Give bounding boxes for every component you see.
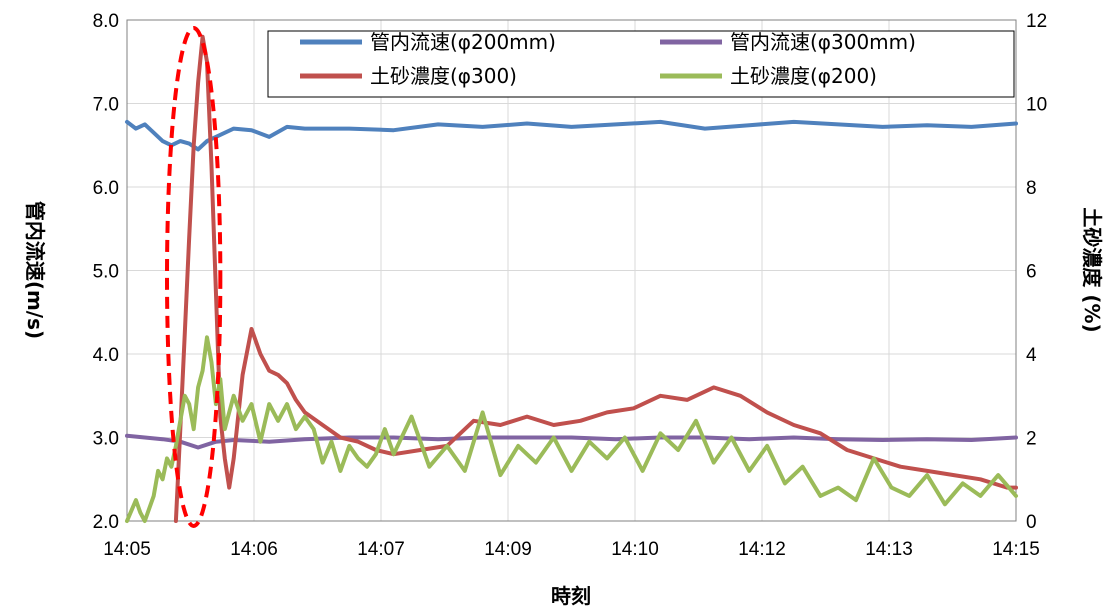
x-axis-tick-label: 14:12 [738, 539, 786, 560]
left-axis-tick-label: 4.0 [93, 345, 119, 366]
right-axis-tick-label: 10 [1026, 95, 1047, 116]
right-axis-tick-label: 6 [1026, 262, 1037, 283]
series-lines [125, 34, 1018, 523]
x-axis-tick-label: 14:09 [484, 539, 532, 560]
left-axis-title: 管内流速(m/s) [23, 201, 47, 339]
x-axis-tick-label: 14:15 [992, 539, 1040, 560]
plot-area [126, 19, 1017, 522]
highlight-ellipse [165, 26, 223, 528]
left-axis-ticks: 2.0 3.0 4.0 5.0 6.0 7.0 8.0 [93, 11, 119, 533]
right-axis-tick-label: 2 [1026, 429, 1037, 450]
legend-box [267, 30, 1015, 98]
legend: 管内流速(φ200mm) 管内流速(φ300mm) 土砂濃度(φ300) 土砂濃… [267, 30, 1015, 98]
legend-label-phi200-concentration: 土砂濃度(φ200) [730, 64, 877, 88]
x-axis-ticks: 14:05 14:06 14:07 14:09 14:10 14:12 14:13 14:15 [103, 539, 1040, 560]
left-axis-tick-label: 7.0 [93, 95, 119, 116]
legend-label-phi300-velocity: 管内流速(φ300mm) [730, 30, 916, 54]
legend-label-phi200-velocity: 管内流速(φ200mm) [370, 30, 556, 54]
x-axis-tick-label: 14:13 [865, 539, 913, 560]
left-axis-tick-label: 2.0 [93, 512, 119, 533]
left-axis-tick-label: 3.0 [93, 429, 119, 450]
left-axis-tick-label: 8.0 [93, 11, 119, 32]
right-axis-title: 土砂濃度 (%) [1080, 207, 1104, 332]
right-axis-ticks: 0 2 4 6 8 10 12 [1026, 11, 1047, 533]
series-line [125, 433, 1018, 450]
x-axis-tick-label: 14:07 [357, 539, 405, 560]
x-axis-tick-label: 14:05 [103, 539, 151, 560]
series-line [125, 335, 1018, 523]
right-axis-tick-label: 0 [1026, 512, 1037, 533]
right-axis-tick-label: 12 [1026, 11, 1047, 32]
legend-label-phi300-concentration: 土砂濃度(φ300) [370, 64, 517, 88]
series-line [125, 119, 1018, 152]
left-axis-tick-label: 5.0 [93, 262, 119, 283]
x-axis-tick-label: 14:10 [611, 539, 659, 560]
x-axis-tick-label: 14:06 [230, 539, 278, 560]
x-axis-title: 時刻 [551, 584, 591, 608]
left-axis-tick-label: 6.0 [93, 178, 119, 199]
right-axis-tick-label: 4 [1026, 345, 1037, 366]
right-axis-tick-label: 8 [1026, 178, 1037, 199]
highlight-ellipse-shape [165, 26, 223, 528]
